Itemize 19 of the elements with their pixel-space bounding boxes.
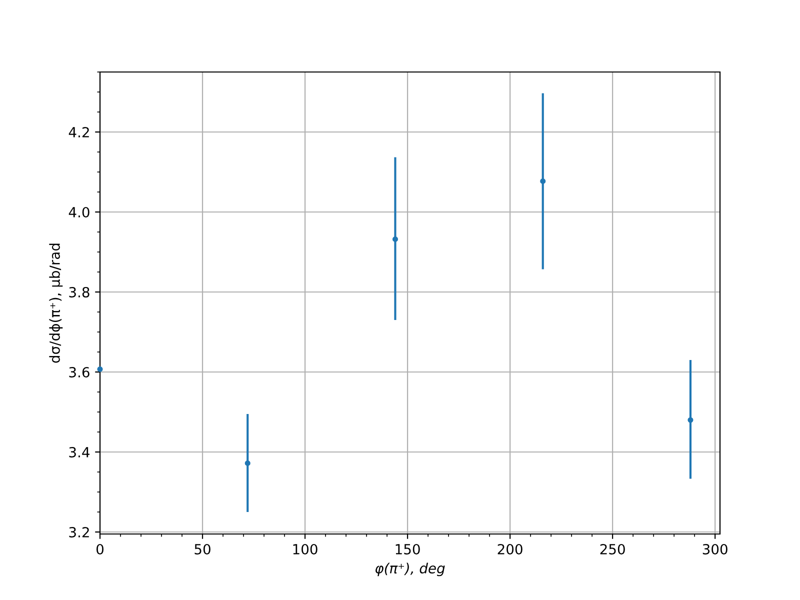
point: [688, 417, 694, 423]
point: [244, 460, 250, 466]
y-tick-label: 3.8: [69, 286, 90, 298]
x-tick-label: 0: [96, 544, 104, 554]
x-tick-label: 100: [293, 544, 318, 554]
x-tick-label: 300: [702, 544, 728, 554]
y-axis-title: dσ/dϕ(π⁺), μb/rad: [49, 244, 63, 363]
x-axis-title: φ(π⁺), deg: [376, 562, 445, 576]
y-tick-label: 3.6: [69, 366, 90, 378]
y-tick-label: 4.0: [68, 206, 90, 218]
y-tick-label: 4.2: [68, 126, 89, 138]
x-tick-label: 150: [396, 544, 420, 554]
x-tick-label: 50: [194, 544, 210, 554]
y-tick-label: 3.2: [69, 526, 89, 538]
point: [392, 236, 398, 242]
point: [540, 178, 546, 184]
x-tick-label: 250: [600, 544, 625, 554]
x-tick-label: 200: [498, 544, 522, 554]
y-tick-label: 3.4: [69, 446, 90, 458]
